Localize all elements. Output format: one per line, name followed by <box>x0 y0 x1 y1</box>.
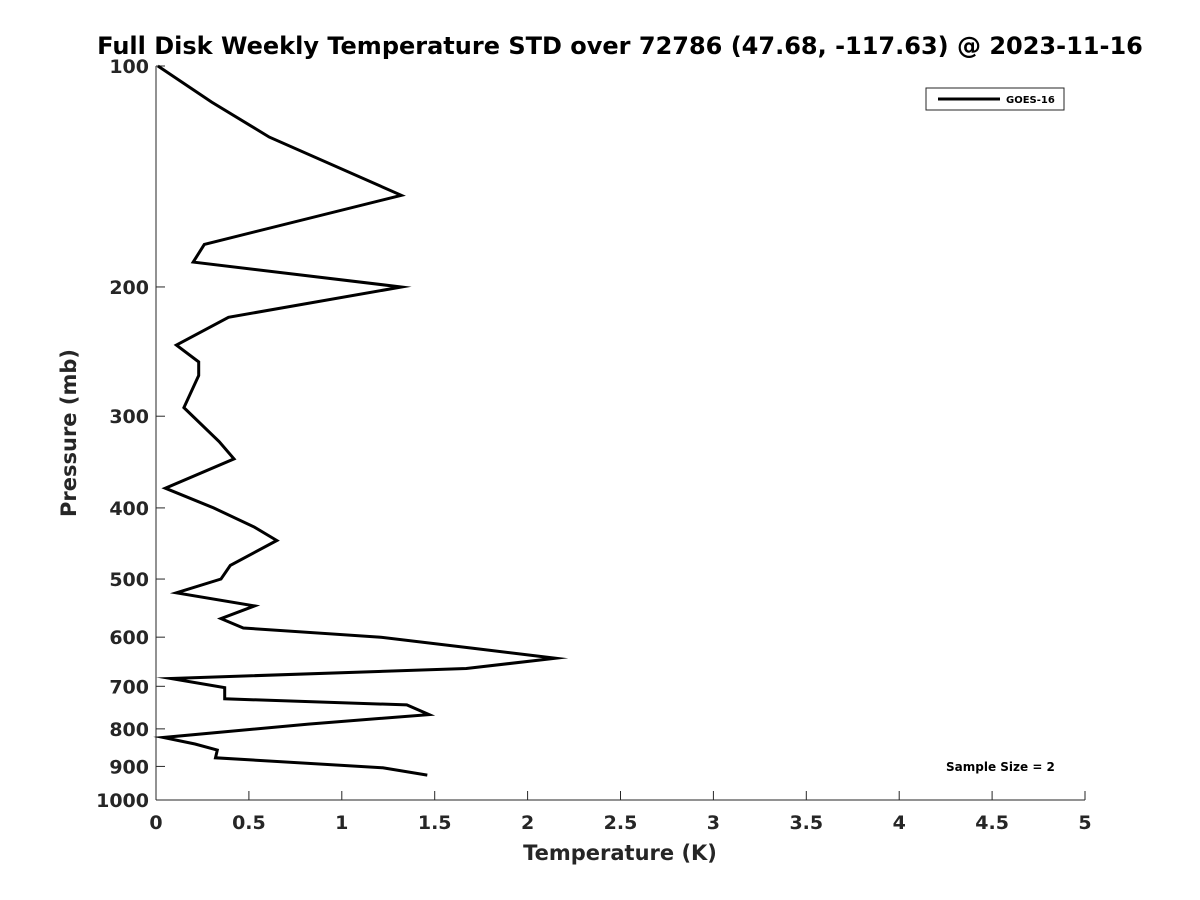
y-tick-label-6: 700 <box>109 676 149 698</box>
x-axis-ticks: 0 0.5 1 1.5 2 2.5 3 3.5 4 4.5 5 <box>149 791 1092 834</box>
x-axis-label: Temperature (K) <box>523 841 717 865</box>
x-tick-label-7: 3.5 <box>789 812 823 834</box>
legend-label-goes-16: GOES-16 <box>1006 95 1055 106</box>
x-tick-label-6: 3 <box>707 812 720 834</box>
y-axis-ticks: 100 200 300 400 500 600 700 800 900 1000 <box>96 56 165 812</box>
chart-title: Full Disk Weekly Temperature STD over 72… <box>97 32 1143 60</box>
x-tick-label-8: 4 <box>893 812 906 834</box>
x-tick-label-10: 5 <box>1078 812 1091 834</box>
y-tick-label-1: 200 <box>109 277 149 299</box>
x-tick-label-2: 1 <box>335 812 348 834</box>
y-tick-label-7: 800 <box>109 719 149 741</box>
y-tick-label-9: 1000 <box>96 790 149 812</box>
x-tick-label-4: 2 <box>521 812 534 834</box>
y-tick-label-5: 600 <box>109 627 149 649</box>
y-tick-label-3: 400 <box>109 498 149 520</box>
x-tick-label-9: 4.5 <box>975 812 1009 834</box>
x-tick-label-3: 1.5 <box>418 812 452 834</box>
y-tick-label-0: 100 <box>109 56 149 78</box>
y-tick-label-4: 500 <box>109 569 149 591</box>
series-line-goes-16 <box>153 64 569 777</box>
series-layer <box>153 64 569 777</box>
x-tick-label-0: 0 <box>149 812 162 834</box>
y-tick-label-2: 300 <box>109 406 149 428</box>
x-tick-label-5: 2.5 <box>604 812 638 834</box>
y-axis-label: Pressure (mb) <box>57 349 81 517</box>
legend: GOES-16 <box>925 87 1065 111</box>
x-tick-label-1: 0.5 <box>232 812 266 834</box>
sample-size-annotation: Sample Size = 2 <box>946 760 1055 774</box>
y-tick-label-8: 900 <box>109 756 149 778</box>
